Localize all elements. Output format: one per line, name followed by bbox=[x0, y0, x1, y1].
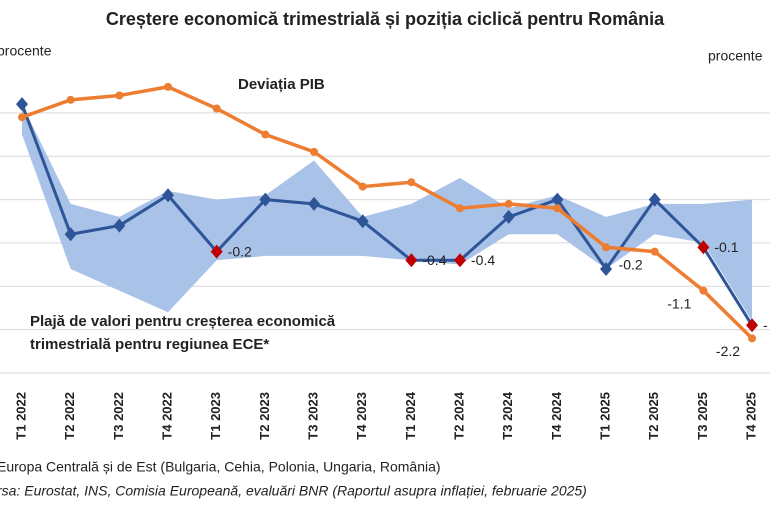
point-marker bbox=[66, 95, 75, 104]
point-marker bbox=[504, 199, 513, 208]
x-tick-label: T2 2022 bbox=[62, 392, 77, 440]
y-axis-label-left: procente bbox=[0, 43, 52, 59]
x-tick-label: T4 2025 bbox=[743, 392, 758, 440]
data-label: -2.2 bbox=[716, 343, 740, 359]
point-marker bbox=[261, 130, 270, 139]
point-marker bbox=[358, 182, 367, 191]
series-line bbox=[21, 85, 754, 340]
point-marker bbox=[405, 253, 418, 268]
point-marker bbox=[64, 227, 77, 242]
x-tick-label: T1 2025 bbox=[597, 392, 612, 440]
point-marker bbox=[310, 147, 319, 156]
x-tick-label: T3 2023 bbox=[305, 392, 320, 440]
data-label: -0.4 bbox=[422, 252, 446, 268]
point-marker bbox=[259, 192, 272, 207]
point-marker bbox=[18, 113, 26, 122]
x-tick-label: T3 2024 bbox=[500, 391, 515, 439]
point-marker bbox=[600, 261, 613, 276]
x-tick-label: T2 2024 bbox=[451, 391, 466, 439]
source-note: rsa: Eurostat, INS, Comisia Europeană, e… bbox=[0, 483, 587, 499]
footnote: Europa Centrală și de Est (Bulgaria, Ceh… bbox=[0, 459, 441, 475]
x-tick-label: T4 2023 bbox=[354, 392, 369, 440]
point-marker bbox=[16, 97, 28, 112]
point-marker bbox=[407, 178, 416, 187]
range-label: trimestrială pentru regiunea ECE* bbox=[30, 336, 269, 353]
point-marker bbox=[553, 204, 562, 213]
point-marker bbox=[164, 82, 173, 91]
point-marker bbox=[162, 188, 175, 203]
series-line bbox=[20, 103, 754, 327]
x-tick-label: T2 2025 bbox=[646, 392, 661, 440]
point-marker bbox=[454, 253, 467, 268]
point-marker bbox=[115, 91, 124, 100]
point-marker bbox=[356, 214, 369, 229]
x-tick-label: T3 2022 bbox=[111, 392, 126, 440]
data-label: -0.2 bbox=[228, 243, 252, 259]
point-marker bbox=[212, 104, 221, 113]
range-band bbox=[22, 104, 753, 321]
point-marker bbox=[456, 204, 465, 213]
point-marker bbox=[551, 192, 564, 207]
data-label: -0.1 bbox=[714, 239, 738, 255]
data-label: - bbox=[763, 317, 768, 333]
data-label: -0.4 bbox=[471, 252, 495, 268]
point-marker bbox=[210, 244, 223, 259]
data-label: -1.1 bbox=[667, 295, 691, 311]
x-tick-label: T3 2025 bbox=[695, 392, 710, 440]
point-marker bbox=[648, 192, 661, 207]
point-marker bbox=[308, 196, 321, 211]
point-marker bbox=[746, 318, 759, 333]
point-marker bbox=[748, 334, 757, 343]
x-tick-label: T1 2022 bbox=[13, 392, 28, 440]
range-label: Plajă de valori pentru creșterea economi… bbox=[30, 313, 336, 330]
point-marker bbox=[697, 240, 710, 255]
x-tick-label: T4 2024 bbox=[549, 391, 564, 439]
point-marker bbox=[602, 243, 611, 252]
x-tick-label: T1 2023 bbox=[208, 392, 223, 440]
point-marker bbox=[699, 286, 708, 295]
point-marker bbox=[113, 218, 126, 233]
chart-title: Creștere economică trimestrială și poziț… bbox=[106, 9, 665, 29]
point-marker bbox=[502, 209, 515, 224]
x-tick-label: T4 2022 bbox=[159, 392, 174, 440]
y-axis-label-right: procente bbox=[708, 48, 763, 64]
x-tick-label: T1 2024 bbox=[403, 391, 418, 439]
series-label: Deviația PIB bbox=[238, 76, 325, 93]
point-marker bbox=[650, 247, 659, 256]
x-tick-label: T2 2023 bbox=[257, 392, 272, 440]
data-label: -0.2 bbox=[619, 256, 643, 272]
